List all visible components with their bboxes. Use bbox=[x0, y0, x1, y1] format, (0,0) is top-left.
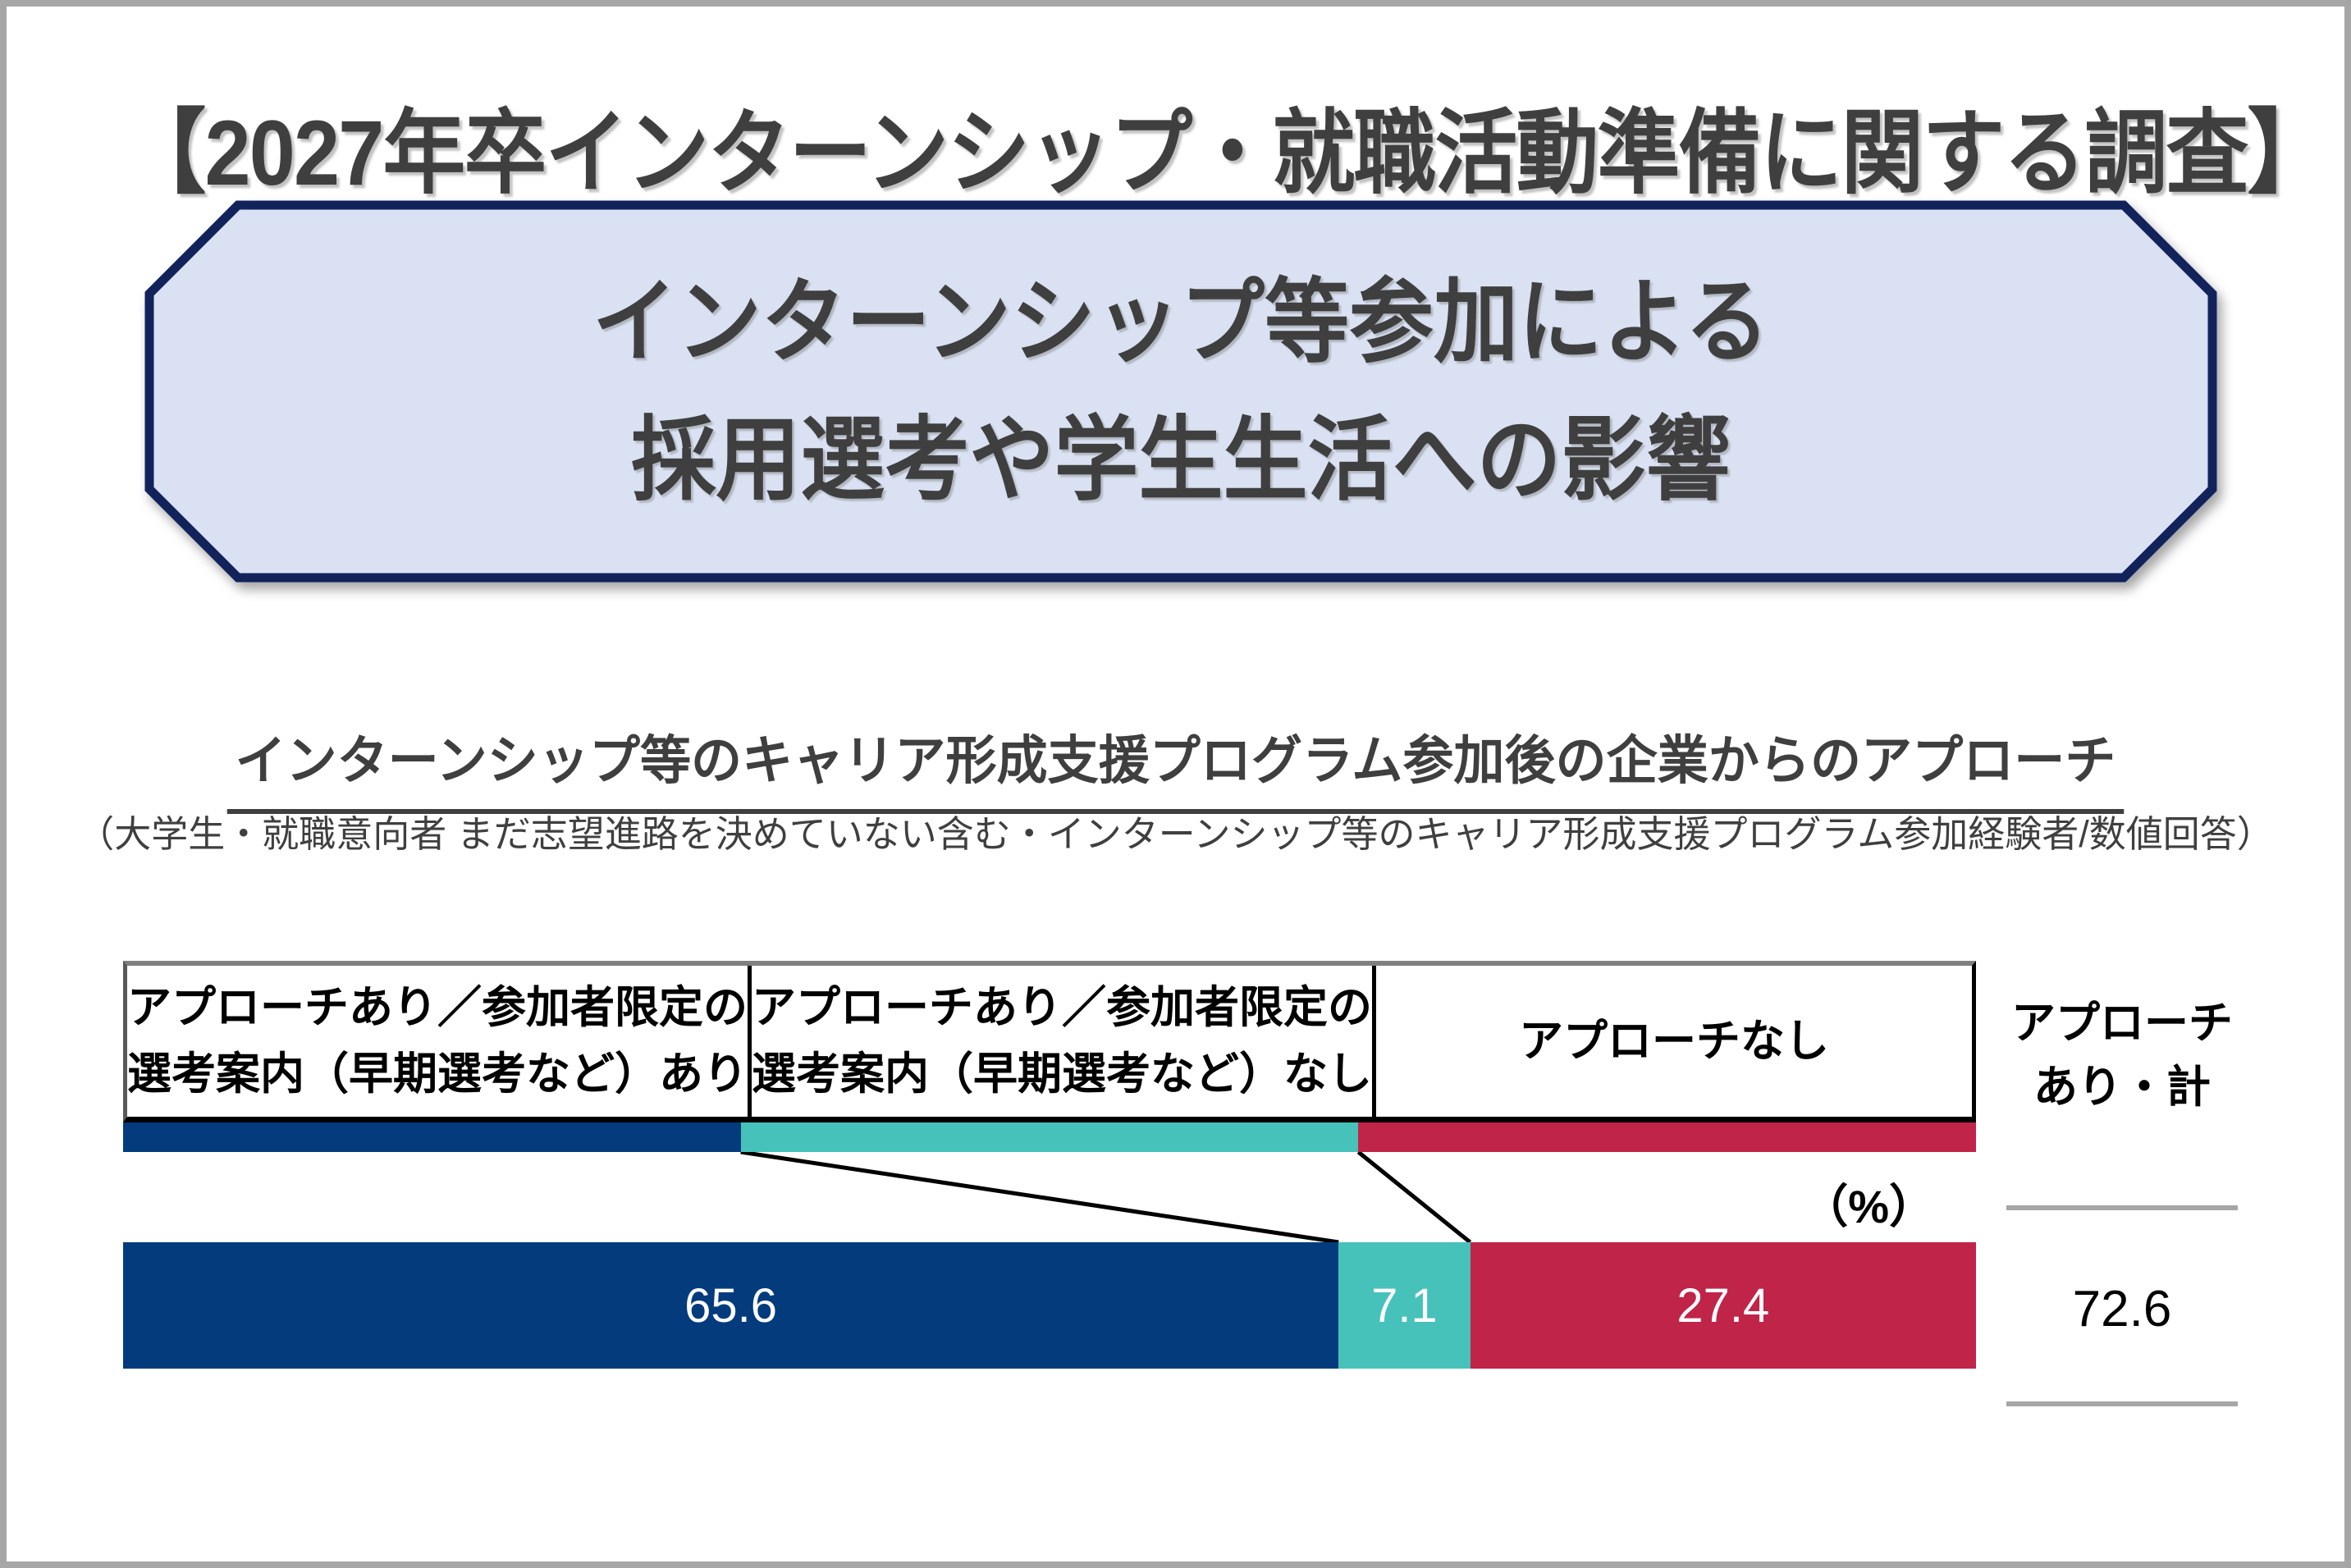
legend-label-line: アプローチあり／参加者限定の bbox=[752, 983, 1372, 1032]
legend-label-line: アプローチあり／参加者限定の bbox=[127, 983, 748, 1032]
legend-swatch-approach-with-invite bbox=[123, 1122, 741, 1152]
banner-title-line-2: 採用選考や学生生活への影響 bbox=[631, 409, 1731, 511]
legend-cell-approach-with-invite: アプローチあり／参加者限定の 選考案内（早期選考など）あり bbox=[127, 966, 748, 1117]
connector-line-2 bbox=[1356, 1152, 1472, 1242]
total-column-header: アプローチ あり・計 bbox=[2006, 991, 2238, 1120]
legend-table: アプローチあり／参加者限定の 選考案内（早期選考など）あり アプローチあり／参加… bbox=[123, 961, 1976, 1122]
legend-label-line: 選考案内（早期選考など）なし bbox=[752, 1049, 1372, 1099]
banner: インターンシップ等参加による 採用選考や学生生活への影響 bbox=[144, 200, 2217, 583]
total-column-header-line-2: あり・計 bbox=[2033, 1063, 2211, 1113]
bar-segment-approach-with-invite: 65.6 bbox=[123, 1242, 1339, 1369]
total-column-header-line-1: アプローチ bbox=[2011, 999, 2233, 1048]
legend-swatch-approach-no-invite bbox=[740, 1122, 1359, 1152]
legend-cell-approach-no-invite: アプローチあり／参加者限定の 選考案内（早期選考など）なし bbox=[748, 966, 1372, 1117]
banner-shape bbox=[144, 200, 2217, 583]
legend-to-bar-connector-lines bbox=[740, 1152, 1472, 1242]
banner-octagon bbox=[144, 200, 2217, 583]
legend-label-line: アプローチなし bbox=[1519, 1016, 1829, 1066]
banner-title: インターンシップ等参加による 採用選考や学生生活への影響 bbox=[227, 200, 2134, 583]
section-caption-row: （大学生・就職意向者 まだ志望進路を決めていない含む・インターンシップ等のキャリ… bbox=[7, 804, 2344, 857]
legend-color-strip bbox=[123, 1122, 1976, 1152]
percent-unit-label: （%） bbox=[1802, 1181, 1935, 1232]
legend-cell-no-approach: アプローチなし bbox=[1372, 966, 1972, 1117]
stacked-bar: 65.6 7.1 27.4 bbox=[123, 1242, 1976, 1369]
legend-label-line: 選考案内（早期選考など）あり bbox=[127, 1049, 748, 1099]
page-title: 【2027年卒インターンシップ・就職活動準備に関する調査】 bbox=[123, 102, 2330, 204]
bar-value-approach-no-invite: 7.1 bbox=[1371, 1278, 1438, 1333]
total-value: 72.6 bbox=[2072, 1281, 2172, 1337]
bar-value-approach-with-invite: 65.6 bbox=[684, 1278, 778, 1333]
section-heading-row: インターンシップ等のキャリア形成支援プログラム参加後の企業からのアプローチ bbox=[7, 719, 2344, 814]
total-cell-top-rule bbox=[2006, 1205, 2238, 1210]
total-cell-bottom-rule bbox=[2006, 1401, 2238, 1406]
section-heading: インターンシップ等のキャリア形成支援プログラム参加後の企業からのアプローチ bbox=[226, 719, 2125, 814]
legend-swatch-no-approach bbox=[1358, 1122, 1976, 1152]
bar-segment-approach-no-invite: 7.1 bbox=[1338, 1242, 1471, 1369]
bar-value-no-approach: 27.4 bbox=[1676, 1278, 1770, 1333]
connector-line-1 bbox=[740, 1152, 1339, 1242]
bar-segment-no-approach: 27.4 bbox=[1470, 1242, 1976, 1369]
section-caption: （大学生・就職意向者 まだ志望進路を決めていない含む・インターンシップ等のキャリ… bbox=[77, 813, 2274, 855]
banner-title-line-1: インターンシップ等参加による bbox=[592, 271, 1770, 373]
